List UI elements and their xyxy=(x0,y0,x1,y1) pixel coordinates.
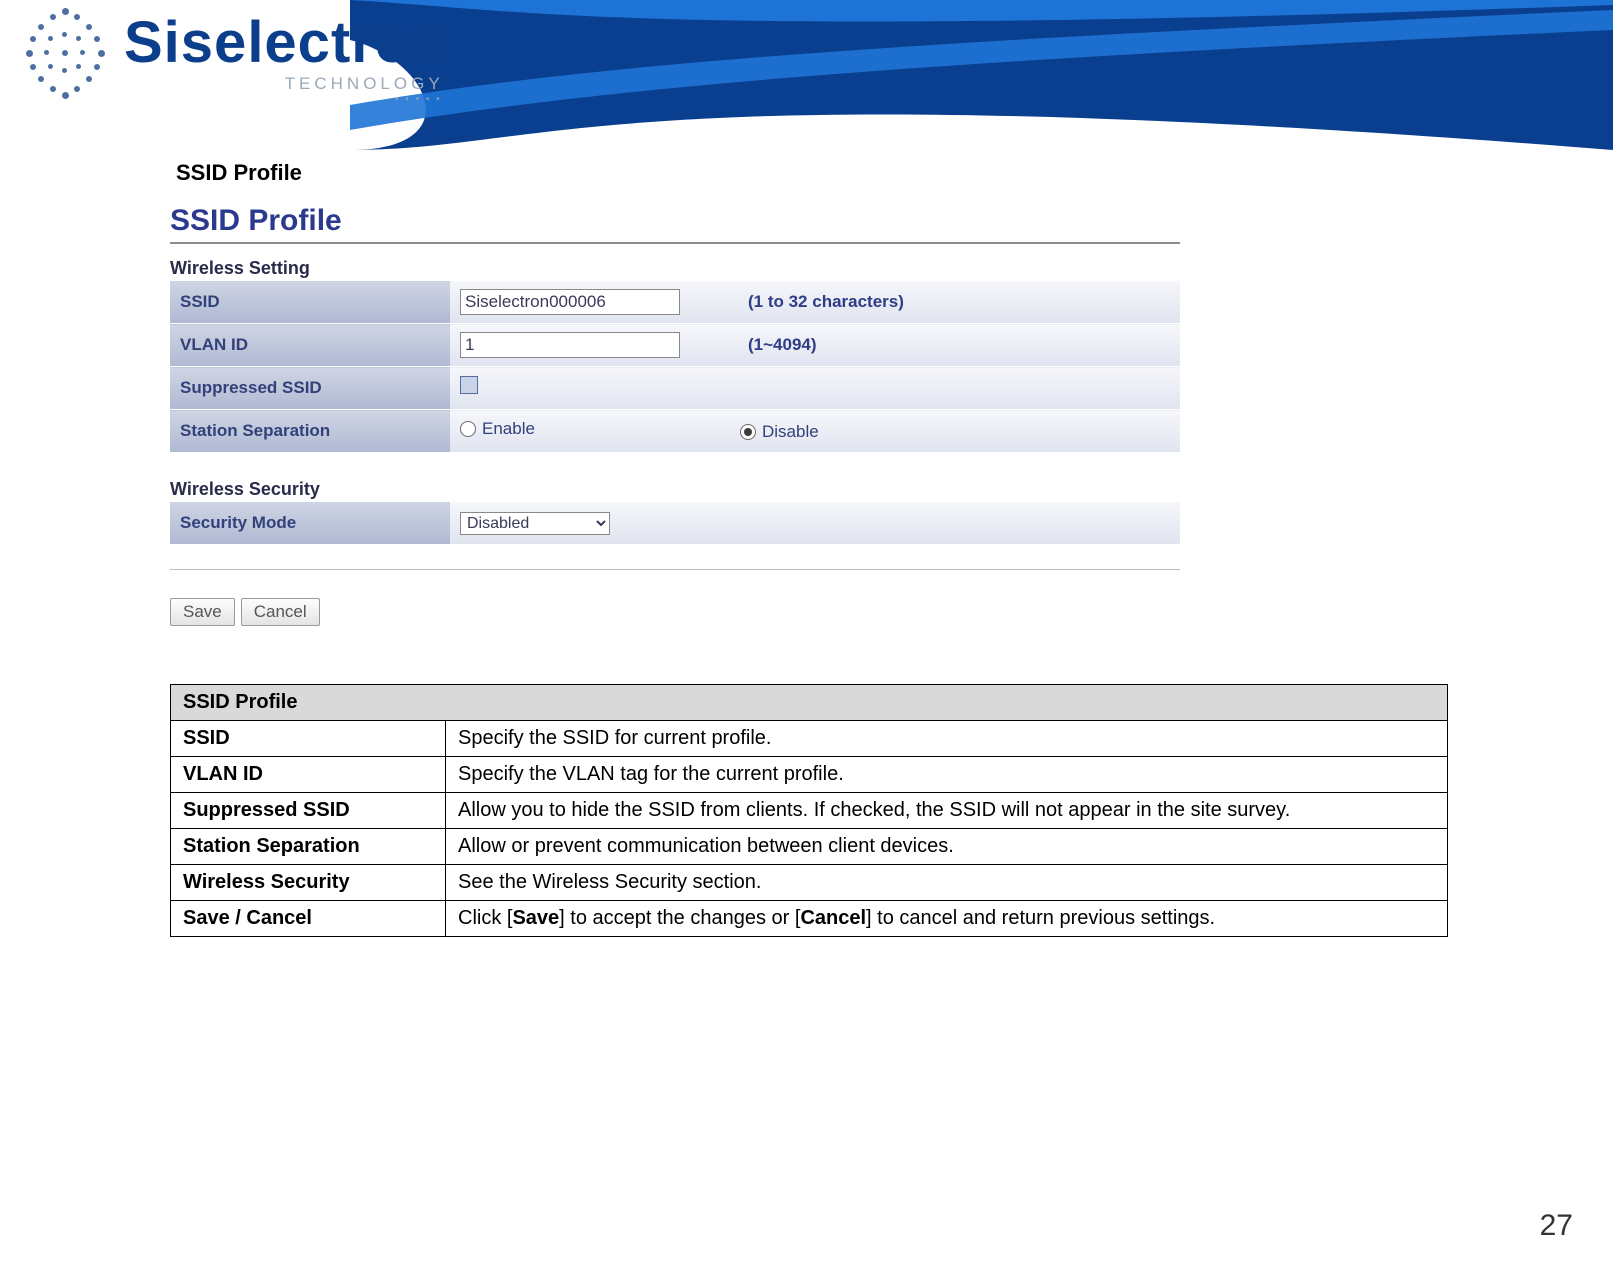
row-val: Allow you to hide the SSID from clients.… xyxy=(446,793,1448,829)
row-val: Click [Save] to accept the changes or [C… xyxy=(446,901,1448,937)
suppressed-ssid-label: Suppressed SSID xyxy=(170,367,450,410)
vlan-label: VLAN ID xyxy=(170,324,450,367)
security-mode-select[interactable]: Disabled xyxy=(460,512,610,535)
radio-icon xyxy=(740,424,756,440)
bold-cancel: Cancel xyxy=(800,907,866,929)
suppressed-ssid-checkbox[interactable] xyxy=(460,376,478,394)
text: ] to accept the changes or [ xyxy=(559,907,800,929)
brand-logo: Siselectron TECHNOLOGY • • • • • xyxy=(20,8,448,105)
description-table-header: SSID Profile xyxy=(171,685,1448,721)
brand-subtitle: TECHNOLOGY xyxy=(124,74,448,94)
row-val: Specify the SSID for current profile. xyxy=(446,721,1448,757)
row-val: Allow or prevent communication between c… xyxy=(446,829,1448,865)
brand-name: Siselectron xyxy=(124,14,448,72)
row-key: Wireless Security xyxy=(171,865,446,901)
brand-decoration: • • • • • xyxy=(124,94,448,105)
page-number: 27 xyxy=(1540,1209,1573,1243)
panel-title: SSID Profile xyxy=(170,204,1180,238)
row-val: Specify the VLAN tag for the current pro… xyxy=(446,757,1448,793)
table-row: Save / Cancel Click [Save] to accept the… xyxy=(171,901,1448,937)
row-key: Save / Cancel xyxy=(171,901,446,937)
vlan-input[interactable] xyxy=(460,332,680,358)
ssid-hint: (1 to 32 characters) xyxy=(730,281,1180,324)
wireless-setting-table: SSID (1 to 32 characters) VLAN ID (1~409… xyxy=(170,281,1180,453)
row-key: Suppressed SSID xyxy=(171,793,446,829)
table-row: Wireless Security See the Wireless Secur… xyxy=(171,865,1448,901)
table-row: Station Separation Allow or prevent comm… xyxy=(171,829,1448,865)
row-key: Station Separation xyxy=(171,829,446,865)
row-key: SSID xyxy=(171,721,446,757)
row-val: See the Wireless Security section. xyxy=(446,865,1448,901)
vlan-hint: (1~4094) xyxy=(730,324,1180,367)
brand-logo-mark xyxy=(20,8,110,103)
station-separation-enable[interactable]: Enable xyxy=(460,419,535,439)
wireless-security-table: Security Mode Disabled xyxy=(170,502,1180,545)
text: Click [ xyxy=(458,907,512,929)
ssid-input[interactable] xyxy=(460,289,680,315)
disable-radio-label: Disable xyxy=(762,422,819,442)
security-mode-label: Security Mode xyxy=(170,502,450,545)
bold-save: Save xyxy=(512,907,559,929)
table-row: VLAN ID Specify the VLAN tag for the cur… xyxy=(171,757,1448,793)
panel-divider xyxy=(170,242,1180,244)
ssid-profile-panel: SSID Profile Wireless Setting SSID (1 to… xyxy=(170,204,1180,626)
panel-bottom-divider xyxy=(170,569,1180,570)
description-table: SSID Profile SSID Specify the SSID for c… xyxy=(170,684,1448,937)
cancel-button[interactable]: Cancel xyxy=(241,598,320,626)
enable-radio-label: Enable xyxy=(482,419,535,439)
radio-icon xyxy=(460,421,476,437)
table-row: SSID Specify the SSID for current profil… xyxy=(171,721,1448,757)
section-title: SSID Profile xyxy=(176,160,1448,186)
save-button[interactable]: Save xyxy=(170,598,235,626)
page-header: Siselectron TECHNOLOGY • • • • • xyxy=(0,0,1613,150)
header-swoosh xyxy=(350,0,1613,150)
wireless-setting-heading: Wireless Setting xyxy=(170,258,1180,279)
text: ] to cancel and return previous settings… xyxy=(866,907,1215,929)
station-separation-label: Station Separation xyxy=(170,410,450,453)
table-row: Suppressed SSID Allow you to hide the SS… xyxy=(171,793,1448,829)
wireless-security-heading: Wireless Security xyxy=(170,479,1180,500)
ssid-label: SSID xyxy=(170,281,450,324)
station-separation-disable[interactable]: Disable xyxy=(740,422,819,442)
row-key: VLAN ID xyxy=(171,757,446,793)
